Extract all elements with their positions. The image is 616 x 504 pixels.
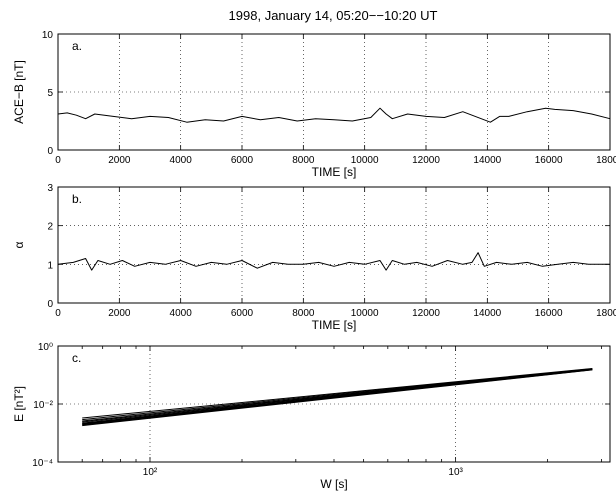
panel-2-x-tick-label: 12000 [412,308,440,319]
panel-1-label: a. [72,39,82,53]
panel-1-x-tick-label: 0 [55,155,61,166]
panel-2-label: b. [72,192,82,206]
panel-3-axes-frame [57,345,611,463]
panel-2-y-tick-label: 3 [47,183,53,194]
panel-2-x-tick-label: 0 [55,308,61,319]
panel-2-y-axis-label: α [12,241,26,248]
panel-3-y-tick-label: 10⁻² [33,400,53,411]
panel-2-y-tick-label: 0 [47,299,53,310]
figure-title: 1998, January 14, 05:20−−10:20 UT [229,8,438,23]
panel-1-x-tick-label: 8000 [292,155,315,166]
panel-1-y-tick-label: 0 [47,146,53,157]
panel-1-axes-frame [57,33,611,151]
panel-2-y-tick-label: 1 [47,260,53,271]
panel-3-y-axis-label: E [nT²] [12,386,26,422]
panel-2-y-tick-label: 2 [47,222,53,233]
panel-2-x-axis-label: TIME [s] [312,318,357,332]
panel-1-y-tick-label: 10 [42,30,54,41]
panel-1-x-tick-label: 12000 [412,155,440,166]
panel-2-x-tick-label: 4000 [170,308,193,319]
panel-3-x-tick-label: 10³ [448,467,463,478]
panel-3-x-axis-label: W [s] [320,477,347,491]
panel-1-y-tick-label: 5 [47,88,53,99]
panel-1-x-tick-label: 4000 [170,155,193,166]
panel-3-label: c. [72,351,81,365]
panel-1-x-tick-label: 2000 [108,155,131,166]
panel-3-y-tick-label: 10⁰ [38,342,53,353]
panel-2-x-tick-label: 14000 [473,308,501,319]
panel-2-x-tick-label: 16000 [535,308,563,319]
panel-3-y-tick-label: 10⁻⁴ [32,458,53,469]
panel-1-x-axis-label: TIME [s] [312,165,357,179]
panel-3-series-line [82,368,593,419]
panel-2-x-tick-label: 10000 [351,308,379,319]
panel-2-x-tick-label: 8000 [292,308,315,319]
panel-2-x-tick-label: 2000 [108,308,131,319]
panel-3-x-tick-label: 10² [143,467,158,478]
panel-1-series-line [57,107,611,123]
panel-1-x-tick-label: 16000 [535,155,563,166]
panel-2-x-tick-label: 6000 [231,308,254,319]
panel-1-y-axis-label: ACE−B [nT] [12,60,26,124]
panel-2-series-line [57,252,610,271]
panel-1-x-tick-label: 14000 [473,155,501,166]
panel-2-axes-frame [57,186,611,304]
panel-1-x-tick-label: 10000 [351,155,379,166]
panel-1-x-tick-label: 6000 [231,155,254,166]
